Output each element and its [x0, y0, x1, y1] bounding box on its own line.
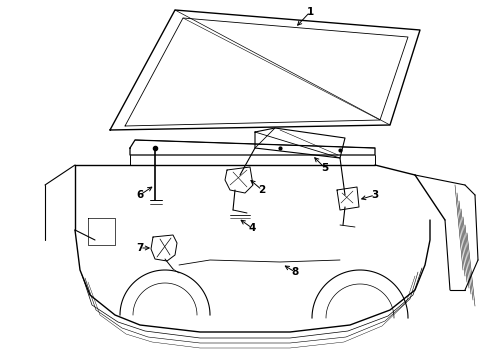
Text: 4: 4 [248, 223, 256, 233]
Text: 5: 5 [321, 163, 329, 173]
Text: 6: 6 [136, 190, 144, 200]
Text: 2: 2 [258, 185, 266, 195]
Text: 8: 8 [292, 267, 298, 277]
Text: 7: 7 [136, 243, 144, 253]
Text: 3: 3 [371, 190, 379, 200]
Text: 1: 1 [306, 7, 314, 17]
